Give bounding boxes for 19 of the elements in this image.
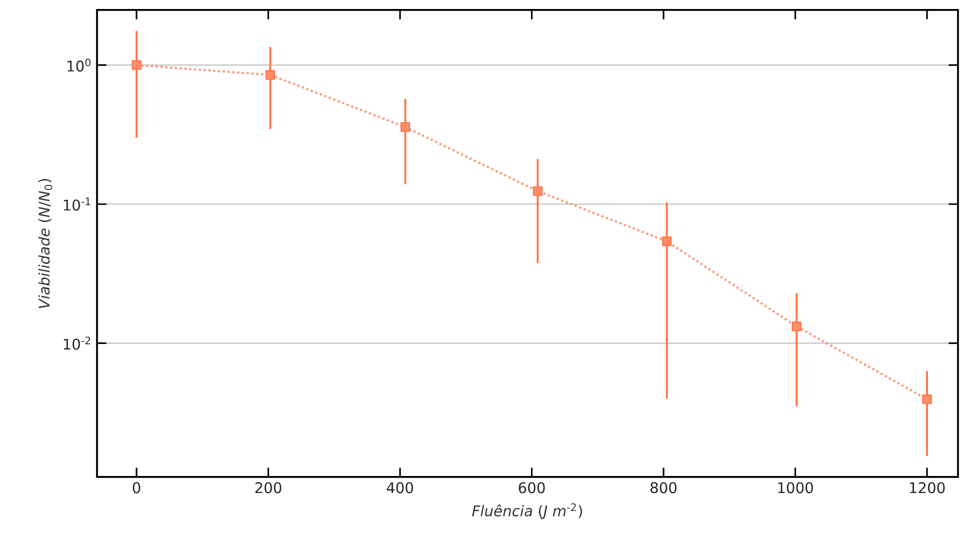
point: [265, 70, 276, 80]
x-tick-label: 1200: [910, 482, 945, 494]
point: [922, 394, 932, 404]
point: [400, 122, 410, 132]
x-tick-label: 1000: [778, 482, 813, 494]
x-tick-label: 400: [386, 482, 414, 494]
x-tick-label: 0: [132, 482, 140, 494]
point: [792, 322, 802, 332]
x-tick-label: 800: [650, 482, 677, 494]
point: [132, 60, 142, 70]
y-tick-label: 10$^{0}$: [68, 58, 91, 72]
y-axis-title: Viabilidade (N/N$_{0}$): [38, 179, 52, 308]
point: [662, 236, 672, 246]
x-tick-label: 200: [255, 482, 282, 494]
y-tick-label: 10$^{-2}$: [64, 336, 90, 350]
y-tick-label: 10$^{-1}$: [64, 198, 90, 211]
x-axis-title: Fluência (J m$^{-2}$): [472, 503, 582, 520]
x-tick-label: 600: [518, 482, 545, 494]
point: [532, 186, 543, 196]
